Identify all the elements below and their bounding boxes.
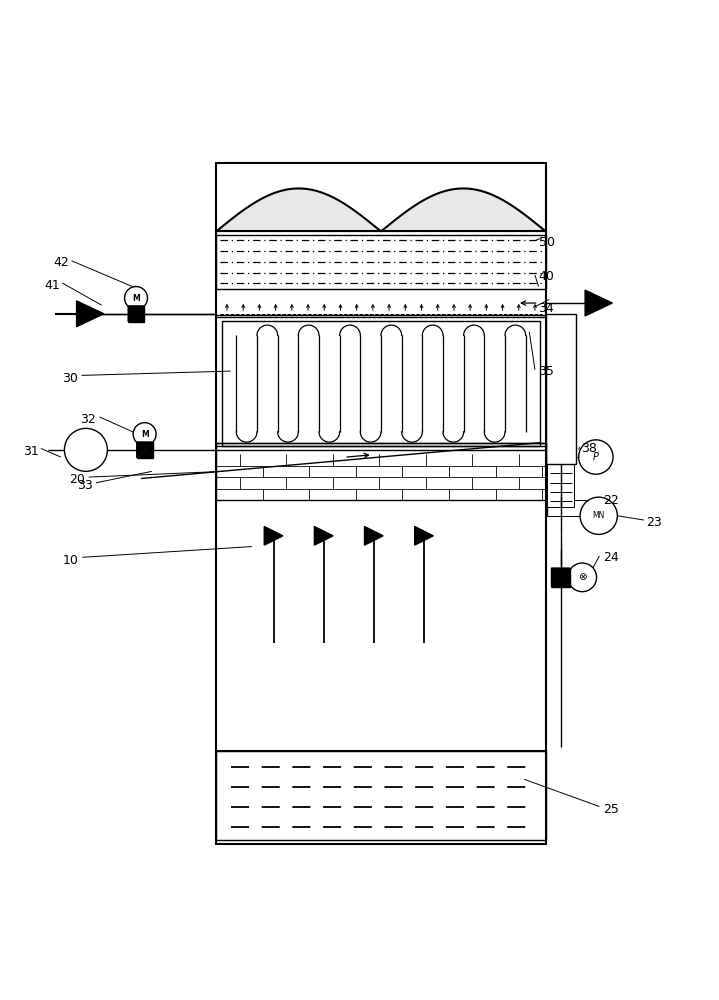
Text: 20: 20 <box>70 473 86 486</box>
Text: 30: 30 <box>63 372 78 385</box>
Bar <box>216 163 546 844</box>
Bar <box>216 443 546 500</box>
Text: M: M <box>132 294 140 303</box>
Text: 38: 38 <box>582 442 597 455</box>
Text: P: P <box>593 452 599 462</box>
Bar <box>546 314 576 464</box>
Circle shape <box>580 497 618 534</box>
Bar <box>547 464 574 507</box>
Polygon shape <box>551 568 570 587</box>
Polygon shape <box>551 568 570 587</box>
Text: 10: 10 <box>63 554 78 567</box>
Text: 32: 32 <box>81 413 96 426</box>
Polygon shape <box>128 306 144 322</box>
Polygon shape <box>415 527 434 545</box>
Text: 24: 24 <box>603 551 619 564</box>
Text: MN: MN <box>592 511 605 520</box>
Bar <box>216 235 546 289</box>
Text: 41: 41 <box>45 279 60 292</box>
Text: 50: 50 <box>539 236 554 249</box>
Text: 42: 42 <box>53 256 69 269</box>
Polygon shape <box>265 527 283 545</box>
Polygon shape <box>77 301 104 327</box>
Text: 25: 25 <box>603 803 619 816</box>
Polygon shape <box>365 527 383 545</box>
Text: ⊗: ⊗ <box>578 572 587 582</box>
Circle shape <box>124 287 147 309</box>
Text: 33: 33 <box>77 479 92 492</box>
Text: 35: 35 <box>539 365 554 378</box>
Text: 22: 22 <box>603 493 619 506</box>
Polygon shape <box>585 290 613 316</box>
Polygon shape <box>137 442 152 458</box>
Text: 34: 34 <box>539 302 554 315</box>
Bar <box>222 321 540 446</box>
Bar <box>216 751 546 840</box>
Polygon shape <box>137 442 152 458</box>
Polygon shape <box>128 306 144 322</box>
Text: 23: 23 <box>646 516 661 529</box>
Circle shape <box>133 423 156 446</box>
Polygon shape <box>314 527 333 545</box>
Text: M: M <box>141 430 149 439</box>
Text: 31: 31 <box>23 445 39 458</box>
Text: 40: 40 <box>539 270 554 283</box>
Circle shape <box>568 563 597 592</box>
Circle shape <box>579 440 613 474</box>
Circle shape <box>65 428 107 471</box>
